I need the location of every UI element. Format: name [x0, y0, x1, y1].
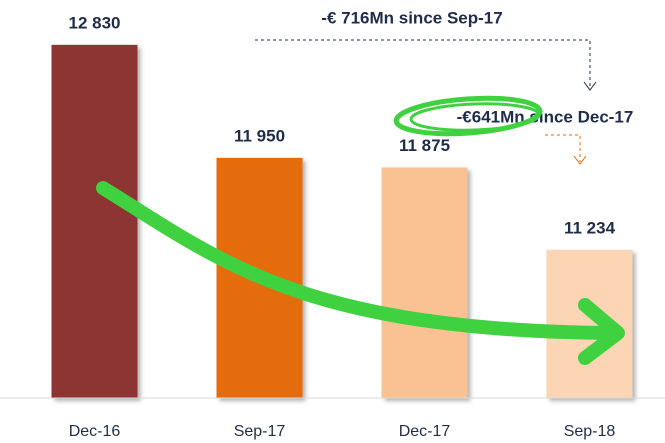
arrow-head: [573, 155, 587, 165]
bars: [51, 44, 633, 399]
value-label: 12 830: [69, 13, 121, 32]
value-label: 11 234: [564, 218, 616, 237]
dashed-arrow: [255, 39, 591, 88]
value-label: 11 950: [234, 126, 285, 145]
x-tick-label: Dec-17: [399, 423, 451, 440]
x-tick-label: Dec-16: [69, 423, 121, 440]
bar: [381, 167, 468, 398]
arrow-head: [583, 81, 597, 91]
annotation: -€ 716Mn since Sep-17: [321, 8, 502, 27]
x-tick-label: Sep-18: [564, 423, 616, 440]
value-label: 11 875: [399, 136, 450, 155]
trend-arrow: [96, 181, 617, 340]
trend-arrow-head: [578, 298, 625, 365]
bar: [51, 44, 138, 399]
x-tick-label: Sep-17: [234, 423, 286, 440]
dashed-arrow: [545, 134, 581, 162]
highlight-circle: [393, 95, 543, 137]
highlight-circle: [409, 102, 541, 132]
bar: [546, 249, 633, 398]
annotation: -€641Mn since Dec-17: [457, 107, 634, 126]
